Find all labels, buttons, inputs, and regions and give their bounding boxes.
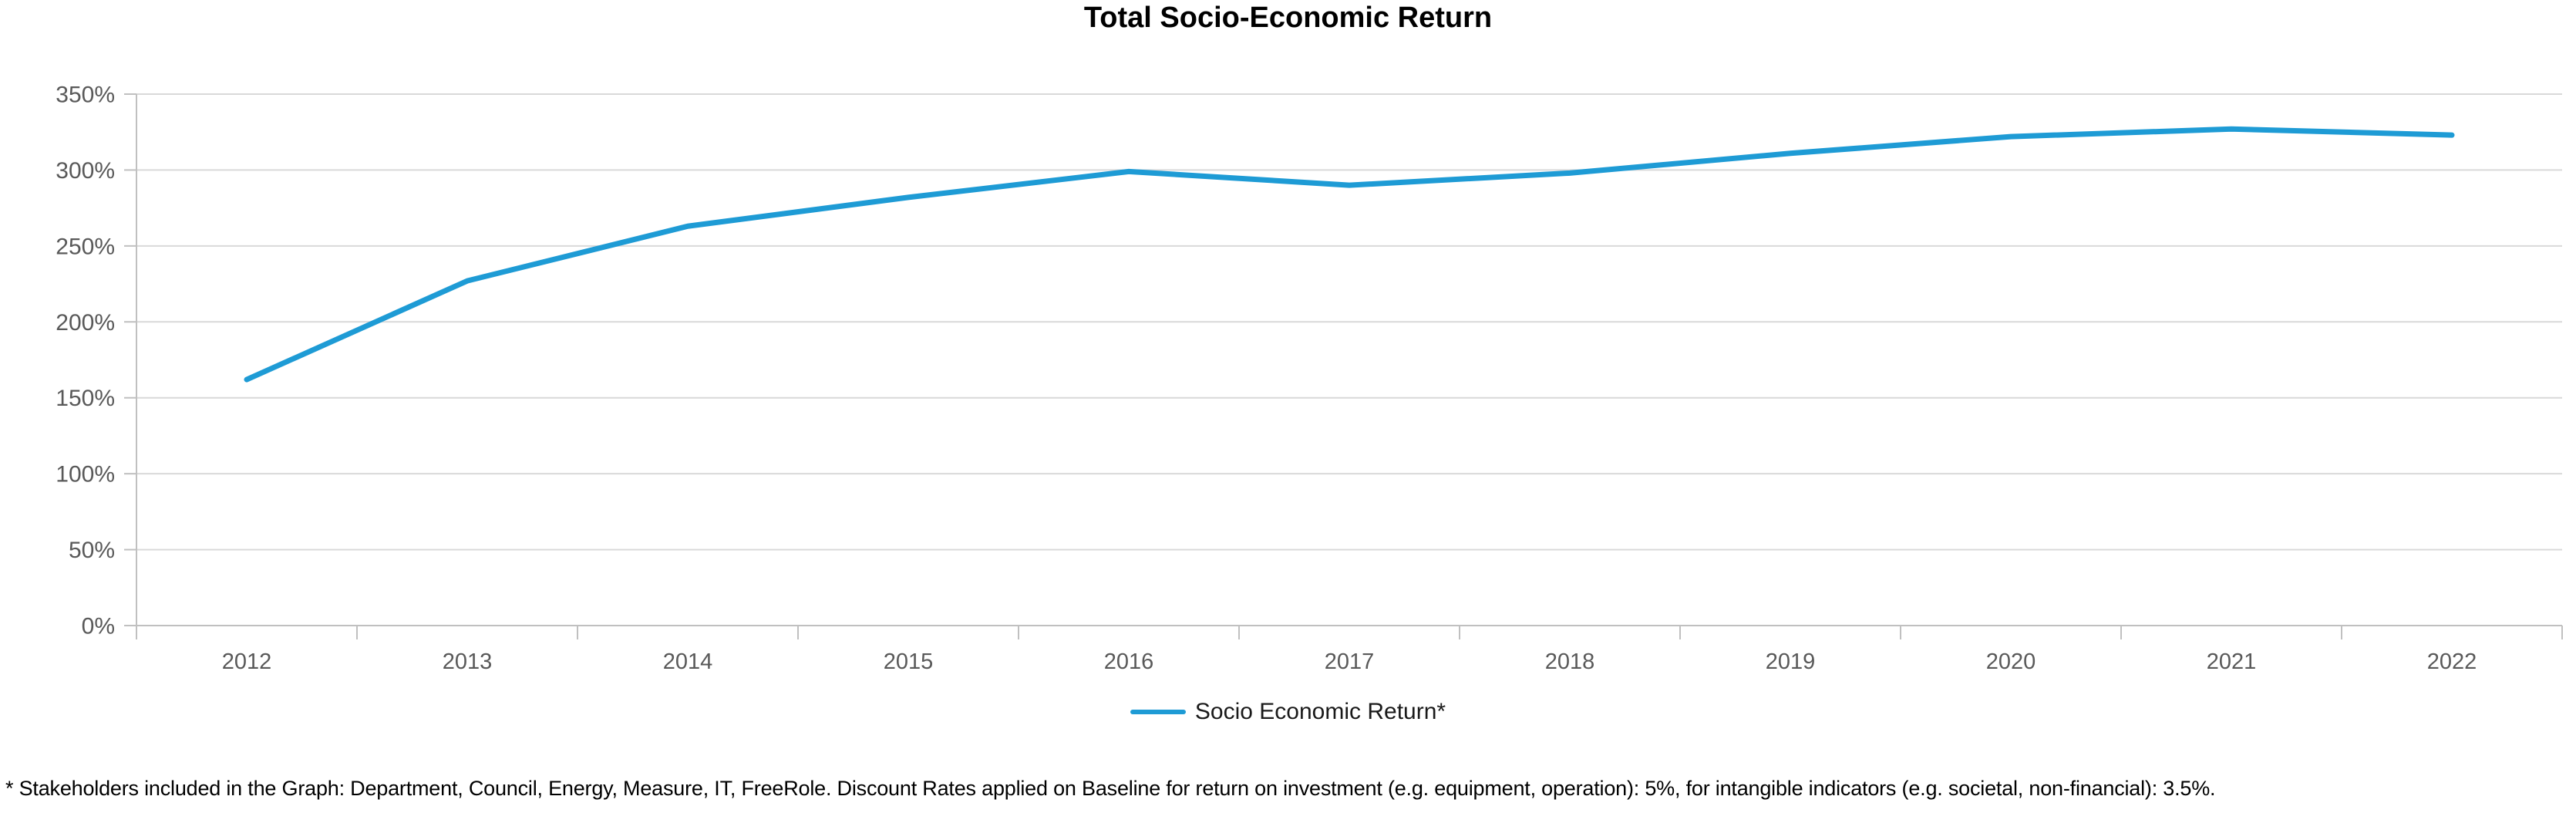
socio-economic-return-line: [244, 126, 2455, 383]
legend-series-label: Socio Economic Return*: [1194, 699, 1446, 724]
y-tick-label: 0%: [82, 614, 115, 639]
y-tick-label: 100%: [56, 462, 115, 487]
legend-line-swatch: [1130, 710, 1186, 714]
x-tick-label: 2016: [1104, 649, 1154, 674]
x-tick-label: 2015: [884, 649, 934, 674]
legend: Socio Economic Return*: [0, 697, 2576, 727]
y-tick-label: 250%: [56, 234, 115, 259]
x-tick-label: 2012: [222, 649, 272, 674]
x-tick-label: 2014: [663, 649, 713, 674]
y-tick-label: 150%: [56, 386, 115, 411]
x-tick-label: 2020: [1986, 649, 2036, 674]
x-tick-label: 2021: [2207, 649, 2257, 674]
x-tick-label: 2022: [2427, 649, 2477, 674]
y-tick-label: 50%: [69, 538, 115, 563]
x-tick-label: 2018: [1545, 649, 1595, 674]
y-tick-label: 350%: [56, 83, 115, 108]
y-tick-label: 300%: [56, 158, 115, 184]
x-tick-label: 2013: [443, 649, 493, 674]
footnote-text: * Stakeholders included in the Graph: De…: [5, 777, 2216, 800]
x-tick-label: 2017: [1325, 649, 1375, 674]
y-tick-label: 200%: [56, 310, 115, 336]
chart-title: Total Socio-Economic Return: [1083, 2, 1493, 34]
x-tick-label: 2019: [1766, 649, 1816, 674]
